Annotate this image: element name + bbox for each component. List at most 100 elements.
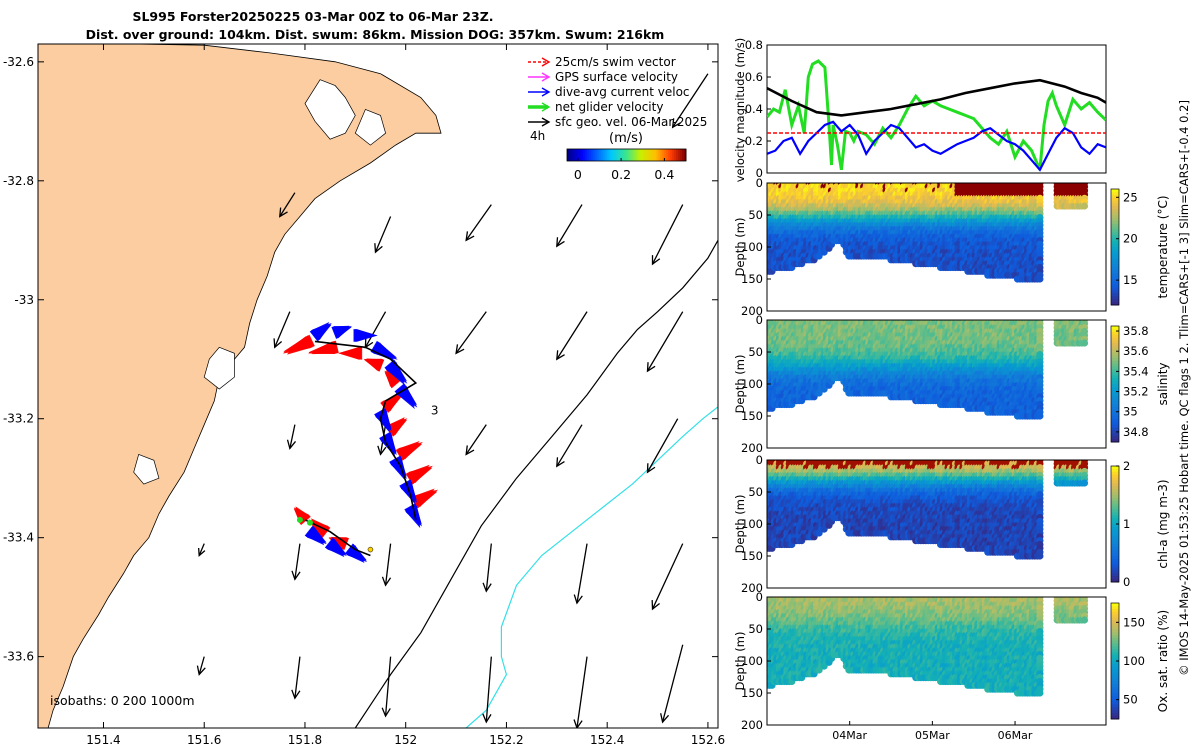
speed-colorbar-cell-2 xyxy=(568,149,572,161)
geo-arrow-14-shaft xyxy=(465,424,487,455)
section-colorbar-cell-temperature-16 xyxy=(1111,232,1119,236)
speed-colorbar-cell-52 xyxy=(668,149,671,161)
speed-colorbar-cell-51 xyxy=(666,149,669,161)
geo-arrow-12 xyxy=(286,424,297,450)
map-xtick-label-1: 151.4 xyxy=(86,733,120,747)
speed-colorbar-cell-10 xyxy=(584,149,588,161)
speed-colorbar-label: (m/s) xyxy=(609,131,643,146)
geo-arrow-16-head xyxy=(646,463,656,474)
geo-arrow-14-head xyxy=(465,445,475,456)
section-cbtick-label-temperature-3: 25 xyxy=(1123,190,1138,204)
speed-colorbar-cell-33 xyxy=(630,149,633,161)
speed-colorbar-cell-48 xyxy=(660,149,663,161)
geo-arrow-24-shaft xyxy=(294,656,301,699)
section-colorbar-cell-temperature-10 xyxy=(1111,215,1119,219)
speed-colorbar-cell-29 xyxy=(622,149,626,161)
swim-arrow-1-5 xyxy=(283,336,311,354)
title-line-2: Dist. over ground: 104km. Dist. swum: 86… xyxy=(86,27,665,42)
geo-arrow-1-shaft xyxy=(279,192,296,217)
geo-arrow-11-head xyxy=(646,362,656,373)
geo-arrow-28-shaft xyxy=(661,644,684,723)
speed-colorbar-cell-36 xyxy=(636,149,639,161)
net-velocity-mark-1 xyxy=(296,516,303,523)
geo-arrow-25 xyxy=(381,656,392,718)
speed-colorbar-cell-59 xyxy=(682,149,685,161)
speed-colorbar-cell-34 xyxy=(632,149,635,161)
map-xtick-label-2: 151.6 xyxy=(187,733,221,747)
section-colorbar-cell-temperature-9 xyxy=(1111,212,1119,216)
net-velocity-mark-2 xyxy=(307,519,313,526)
track-end-marker xyxy=(367,546,374,553)
section-ytick-label-temperature-5: 200 xyxy=(741,304,763,318)
section-colorbar-cell-temperature-13 xyxy=(1111,223,1119,228)
geo-arrow-10-head xyxy=(556,350,565,361)
map-annotation-1: 3 xyxy=(431,404,439,418)
speed-colorbar-cell-12 xyxy=(588,149,592,161)
speed-colorbar-cell-27 xyxy=(618,149,622,161)
section-cells-temperature xyxy=(767,183,1089,283)
speed-colorbar-cell-23 xyxy=(610,149,614,161)
geo-arrow-23 xyxy=(196,656,206,676)
geo-arrow-11-shaft xyxy=(646,311,684,372)
dive-arrow-2-5 xyxy=(333,326,352,339)
coastline-land xyxy=(38,44,442,728)
geo-arrow-3-shaft xyxy=(465,204,492,241)
velocity-frame xyxy=(766,44,1107,174)
speed-colorbar-cell-41 xyxy=(646,149,649,161)
section-colorbar-cell-temperature-18 xyxy=(1111,238,1119,242)
geo-arrow-5 xyxy=(651,204,684,266)
geo-arrow-25-shaft xyxy=(384,656,392,717)
map-y-ticks: -32.6-32.8-33-33.2-33.4-33.6 xyxy=(3,55,718,664)
speed-colorbar-cell-31 xyxy=(626,149,629,161)
isobath-200m xyxy=(354,240,718,728)
section-colorbar-cell-temperature-33 xyxy=(1111,281,1119,286)
speed-colorbar-tick-label-3: 0.4 xyxy=(654,167,674,182)
speed-colorbar-cell-24 xyxy=(612,149,616,161)
map-xtick-label-3: 151.8 xyxy=(288,733,322,747)
glider-track xyxy=(314,340,418,520)
section-colorbar-cell-temperature-24 xyxy=(1111,255,1119,260)
geo-arrow-19-head xyxy=(381,576,392,587)
speed-colorbar-cell-38 xyxy=(640,149,643,161)
map-ytick-label-5: -33.4 xyxy=(3,531,34,545)
speed-colorbar-cell-18 xyxy=(600,149,604,161)
dive-arrow-1-5 xyxy=(312,323,332,340)
section-colorbar-cell-temperature-8 xyxy=(1111,209,1119,213)
dive-arrow-13-5 xyxy=(327,539,347,557)
speed-colorbar-cell-7 xyxy=(578,149,582,161)
section-colorbar-cell-temperature-26 xyxy=(1111,261,1119,265)
velocity-ytick-label-1: 0 xyxy=(756,166,763,180)
speed-colorbar-cell-43 xyxy=(650,149,653,161)
speed-colorbar-cell-44 xyxy=(652,149,655,161)
section-colorbar-cell-temperature-27 xyxy=(1111,264,1119,268)
geo-arrow-11 xyxy=(646,311,684,373)
section-colorbar-cell-temperature-12 xyxy=(1111,220,1119,225)
geo-arrow-26-shaft xyxy=(485,656,492,723)
speed-colorbar-cell-46 xyxy=(656,149,659,161)
section-cells-salinity xyxy=(767,320,1089,420)
speed-colorbar-cell-5 xyxy=(574,149,578,161)
isobaths-label: isobaths: 0 200 1000m xyxy=(50,693,195,708)
geo-arrow-4 xyxy=(556,204,583,248)
geo-arrow-18-shaft xyxy=(294,543,301,580)
geo-arrow-9 xyxy=(455,311,487,355)
geo-arrow-1 xyxy=(279,192,296,218)
geo-arrow-15 xyxy=(556,424,583,468)
section-colorbar-cell-temperature-7 xyxy=(1111,206,1119,210)
section-cblabel-temperature: temperature (°C) xyxy=(1156,196,1170,299)
speed-colorbar-cell-28 xyxy=(620,149,624,161)
swim-arrow-8-5 xyxy=(398,441,423,460)
speed-colorbar-cell-1 xyxy=(567,149,570,161)
geo-arrow-7-shaft xyxy=(274,311,291,348)
speed-colorbar-cell-49 xyxy=(662,149,665,161)
speed-colorbar-cell-15 xyxy=(594,149,598,161)
isobath-1000m xyxy=(465,406,718,728)
geo-arrow-13-head xyxy=(377,445,387,456)
geo-arrow-19 xyxy=(381,543,392,587)
speed-colorbar: (m/s) 0 0.2 0.4 xyxy=(566,131,687,182)
geo-arrow-8-shaft xyxy=(364,311,387,348)
speed-colorbar-cell-6 xyxy=(576,149,580,161)
geo-arrow-21 xyxy=(573,543,588,605)
speed-colorbar-cell-54 xyxy=(672,149,675,161)
